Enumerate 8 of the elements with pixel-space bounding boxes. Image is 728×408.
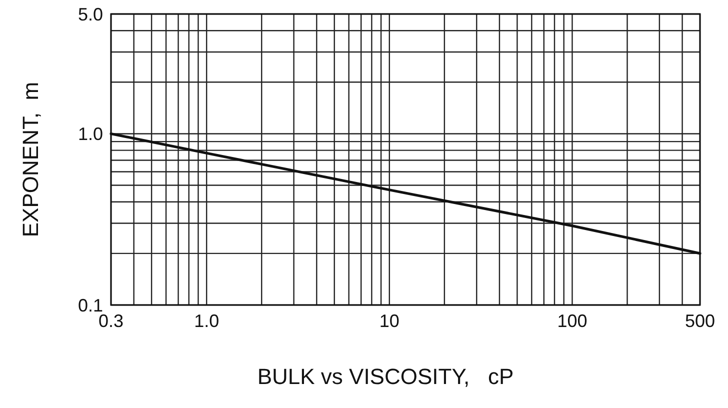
y-axis-title: EXPONENT, m [18, 82, 43, 238]
x-tick-label: 100 [557, 311, 588, 331]
x-tick-label: 500 [684, 311, 716, 331]
x-tick-label: 10 [379, 311, 400, 331]
x-tick-label: 1.0 [194, 311, 220, 331]
x-axis-title: BULK vs VISCOSITY, cP [257, 364, 514, 389]
y-tick-label: 5.0 [78, 4, 103, 24]
y-tick-label: 1.0 [78, 124, 103, 144]
